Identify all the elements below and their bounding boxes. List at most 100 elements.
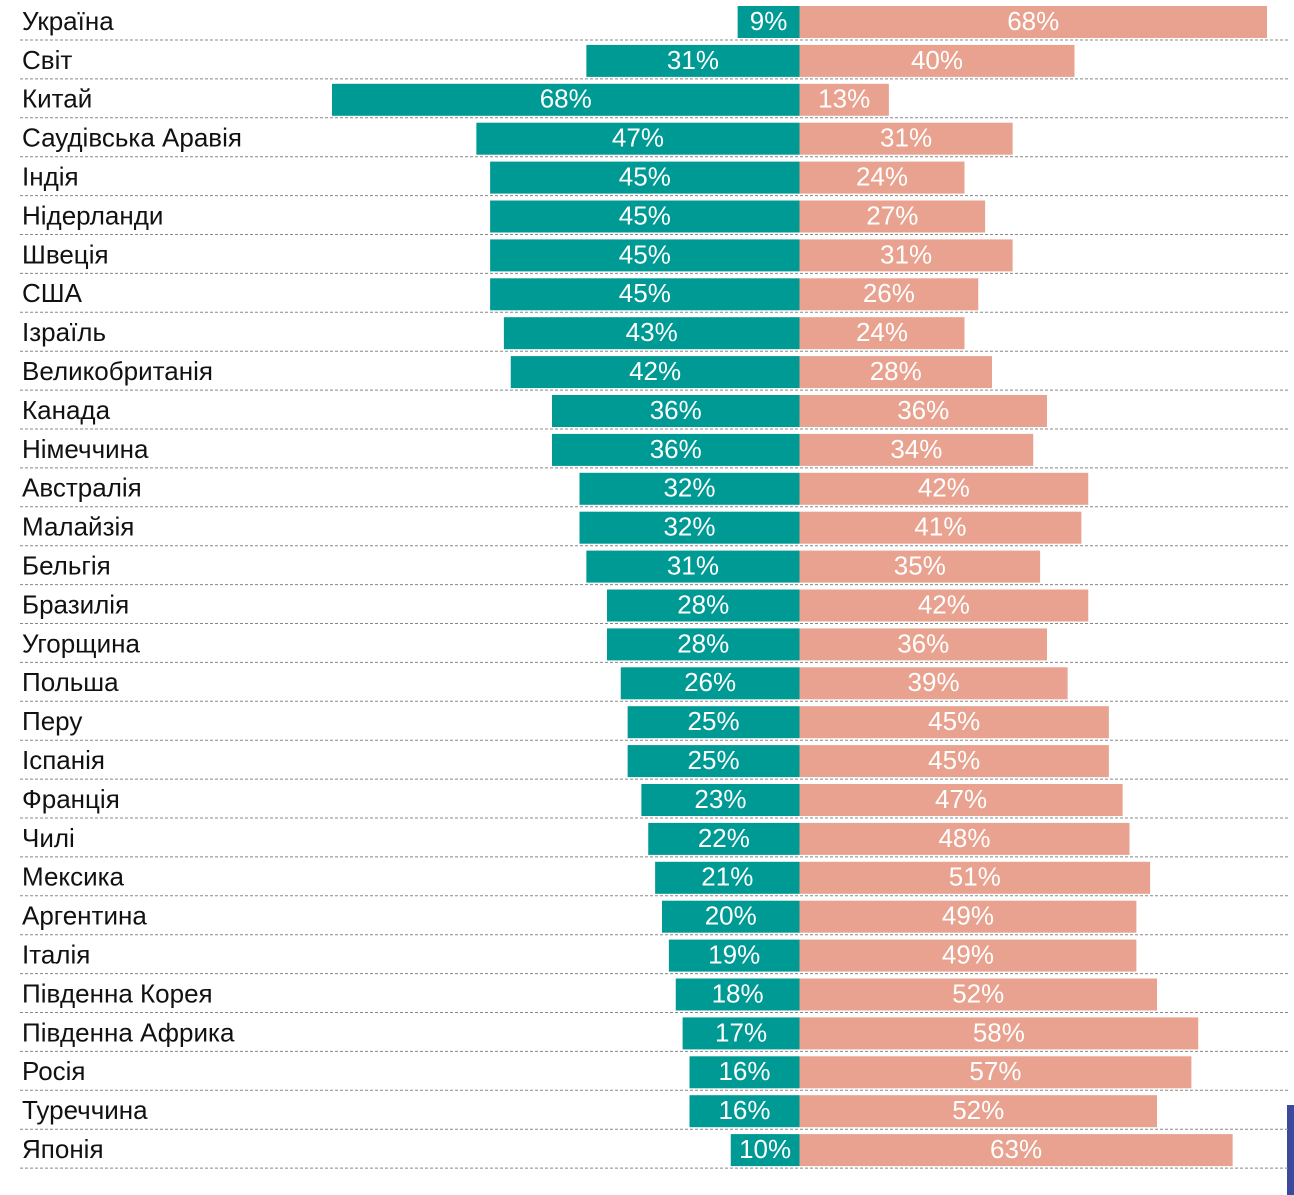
bar [799,433,1034,466]
bar [579,472,800,505]
decoration [1287,1105,1294,1195]
value-label: 68% [1007,6,1059,36]
value-label: 45% [619,161,671,191]
bar [799,44,1075,77]
value-label: 45% [619,278,671,308]
bar [799,1134,1233,1167]
value-label: 26% [863,278,915,308]
value-label: 24% [856,317,908,347]
value-label: 63% [990,1134,1042,1164]
value-label: 17% [715,1017,767,1047]
category-label: Німеччина [22,434,149,464]
bar [799,278,979,311]
category-label: Аргентина [22,901,147,931]
bar [586,44,800,77]
value-label: 31% [880,239,932,269]
bar [799,784,1123,816]
bar [730,1134,800,1167]
category-label: Франція [22,784,120,814]
category-label: Південна Корея [22,978,213,1008]
value-label: 40% [911,45,963,75]
bar [799,239,1013,272]
bar [799,161,965,194]
bar [737,6,800,38]
bar [799,6,1267,38]
bar [510,356,800,389]
category-label: Швеція [22,239,109,269]
bar [503,317,800,350]
bar [627,745,800,778]
bar [490,200,800,233]
value-label: 28% [870,356,922,386]
value-label: 48% [938,823,990,853]
bar [689,1056,800,1089]
category-label: Південна Африка [22,1017,235,1047]
value-label: 21% [701,862,753,892]
bar [799,356,992,389]
value-label: 68% [540,84,592,114]
value-label: 47% [935,784,987,814]
bar [689,1095,800,1128]
value-label: 49% [942,901,994,931]
value-label: 45% [928,706,980,736]
bar [799,1095,1157,1128]
bar [648,822,800,855]
bar [607,628,800,661]
bar [552,433,800,466]
category-label: Індія [22,161,79,191]
value-label: 45% [619,200,671,230]
value-label: 49% [942,939,994,969]
value-label: 26% [684,667,736,697]
value-label: 22% [698,823,750,853]
bar [799,628,1047,661]
value-label: 19% [708,939,760,969]
category-label: Нідерланди [22,200,163,230]
category-label: Світ [22,45,72,75]
bar [799,589,1089,622]
value-label: 36% [897,395,949,425]
bar [799,1056,1192,1089]
bar [799,472,1089,505]
value-label: 25% [688,745,740,775]
value-label: 36% [897,628,949,658]
bar [799,667,1068,700]
value-label: 32% [663,473,715,503]
value-label: 51% [949,862,1001,892]
bar [799,395,1047,427]
value-label: 28% [677,628,729,658]
value-label: 34% [890,434,942,464]
category-label: Перу [22,706,82,736]
value-label: 36% [650,395,702,425]
value-label: 45% [928,745,980,775]
value-label: 57% [969,1056,1021,1086]
category-label: Австралія [22,473,142,503]
value-label: 24% [856,161,908,191]
bar [579,511,800,544]
value-label: 25% [688,706,740,736]
bar [799,745,1109,778]
category-label: Польша [22,667,119,697]
value-label: 52% [952,1095,1004,1125]
value-label: 28% [677,589,729,619]
bar [620,667,800,700]
value-label: 31% [667,45,719,75]
category-label: Великобританія [22,356,213,386]
bar [552,395,800,427]
category-label: Туреччина [22,1095,148,1125]
bar [332,83,800,116]
category-label: США [22,278,83,308]
value-label: 42% [629,356,681,386]
value-label: 42% [918,589,970,619]
value-label: 13% [818,84,870,114]
bar [627,706,800,739]
value-label: 10% [739,1134,791,1164]
category-label: Італія [22,939,90,969]
category-label: Іспанія [22,745,105,775]
category-label: Японія [22,1134,104,1164]
category-label: Саудівська Аравія [22,123,242,153]
category-label: Чилі [22,823,75,853]
value-label: 58% [973,1017,1025,1047]
bar [476,122,800,155]
bar [655,861,800,894]
